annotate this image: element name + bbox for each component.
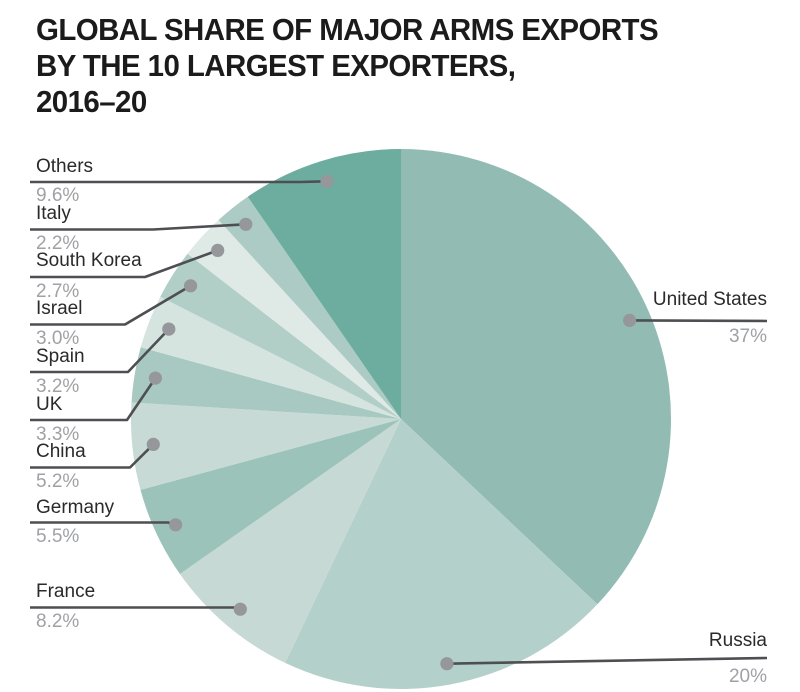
pie-slice-russia xyxy=(285,419,598,690)
pie-slice-south-korea xyxy=(187,220,401,419)
leader-line-france xyxy=(30,606,241,611)
chart-title-line-2: BY THE 10 LARGEST EXPORTERS, xyxy=(36,48,516,83)
slice-label-south-korea: South Korea xyxy=(36,250,142,271)
leader-dot-others xyxy=(320,174,334,188)
slice-percent-italy: 2.2% xyxy=(36,233,80,254)
pie-slice-uk xyxy=(131,347,401,419)
slice-label-france: France xyxy=(36,581,96,602)
slice-label-united-states: United States xyxy=(652,289,767,310)
leader-line-south-korea xyxy=(30,249,219,279)
leader-line-china xyxy=(30,443,155,469)
slice-label-uk: UK xyxy=(36,394,63,415)
leader-dot-south-korea xyxy=(211,243,225,257)
pie-slice-france xyxy=(179,419,401,663)
leader-dot-france xyxy=(233,602,247,616)
slice-percent-uk: 3.3% xyxy=(36,424,80,445)
pie-slice-spain xyxy=(140,296,401,419)
slice-percent-russia: 20% xyxy=(728,666,767,687)
slice-percent-germany: 5.5% xyxy=(36,526,80,547)
pie-slice-israel xyxy=(160,253,401,419)
pie-slice-united-states xyxy=(401,149,672,605)
slice-label-israel: Israel xyxy=(36,298,83,319)
leader-line-israel xyxy=(30,284,192,326)
slice-percent-spain: 3.2% xyxy=(36,376,80,397)
slice-percent-others: 9.6% xyxy=(36,185,80,206)
leader-line-uk xyxy=(30,377,157,422)
leader-line-spain xyxy=(30,328,170,374)
slice-percent-israel: 3.0% xyxy=(36,328,80,349)
pie-slice-germany xyxy=(140,419,402,575)
leader-dot-israel xyxy=(184,279,198,293)
slice-label-others: Others xyxy=(36,156,94,177)
leader-line-others xyxy=(30,180,328,184)
slice-percent-united-states: 37% xyxy=(728,326,767,347)
leader-dot-germany xyxy=(169,518,183,532)
chart-title-line-3: 2016–20 xyxy=(36,84,147,119)
slice-percent-china: 5.2% xyxy=(36,471,80,492)
leader-line-russia xyxy=(446,656,768,665)
slice-percent-south-korea: 2.7% xyxy=(36,281,80,302)
slice-label-china: China xyxy=(36,441,86,462)
slice-label-germany: Germany xyxy=(36,497,115,518)
chart-title: GLOBAL SHARE OF MAJOR ARMS EXPORTS BY TH… xyxy=(36,12,659,120)
leader-dot-united-states xyxy=(623,313,637,327)
pie-slice-italy xyxy=(218,196,401,419)
leader-dot-italy xyxy=(239,217,253,231)
slice-percent-france: 8.2% xyxy=(36,611,80,632)
leader-dot-china xyxy=(146,437,160,451)
pie-slice-others xyxy=(247,149,401,419)
leader-dot-uk xyxy=(148,371,162,385)
chart-title-line-1: GLOBAL SHARE OF MAJOR ARMS EXPORTS xyxy=(36,12,659,47)
leader-line-united-states xyxy=(629,319,768,323)
slice-label-russia: Russia xyxy=(708,630,767,651)
slice-label-italy: Italy xyxy=(36,203,71,224)
leader-line-italy xyxy=(30,223,246,231)
slice-label-spain: Spain xyxy=(36,346,85,367)
pie-slice-china xyxy=(131,402,401,490)
leader-dot-spain xyxy=(162,322,176,336)
leader-dot-russia xyxy=(440,657,454,671)
